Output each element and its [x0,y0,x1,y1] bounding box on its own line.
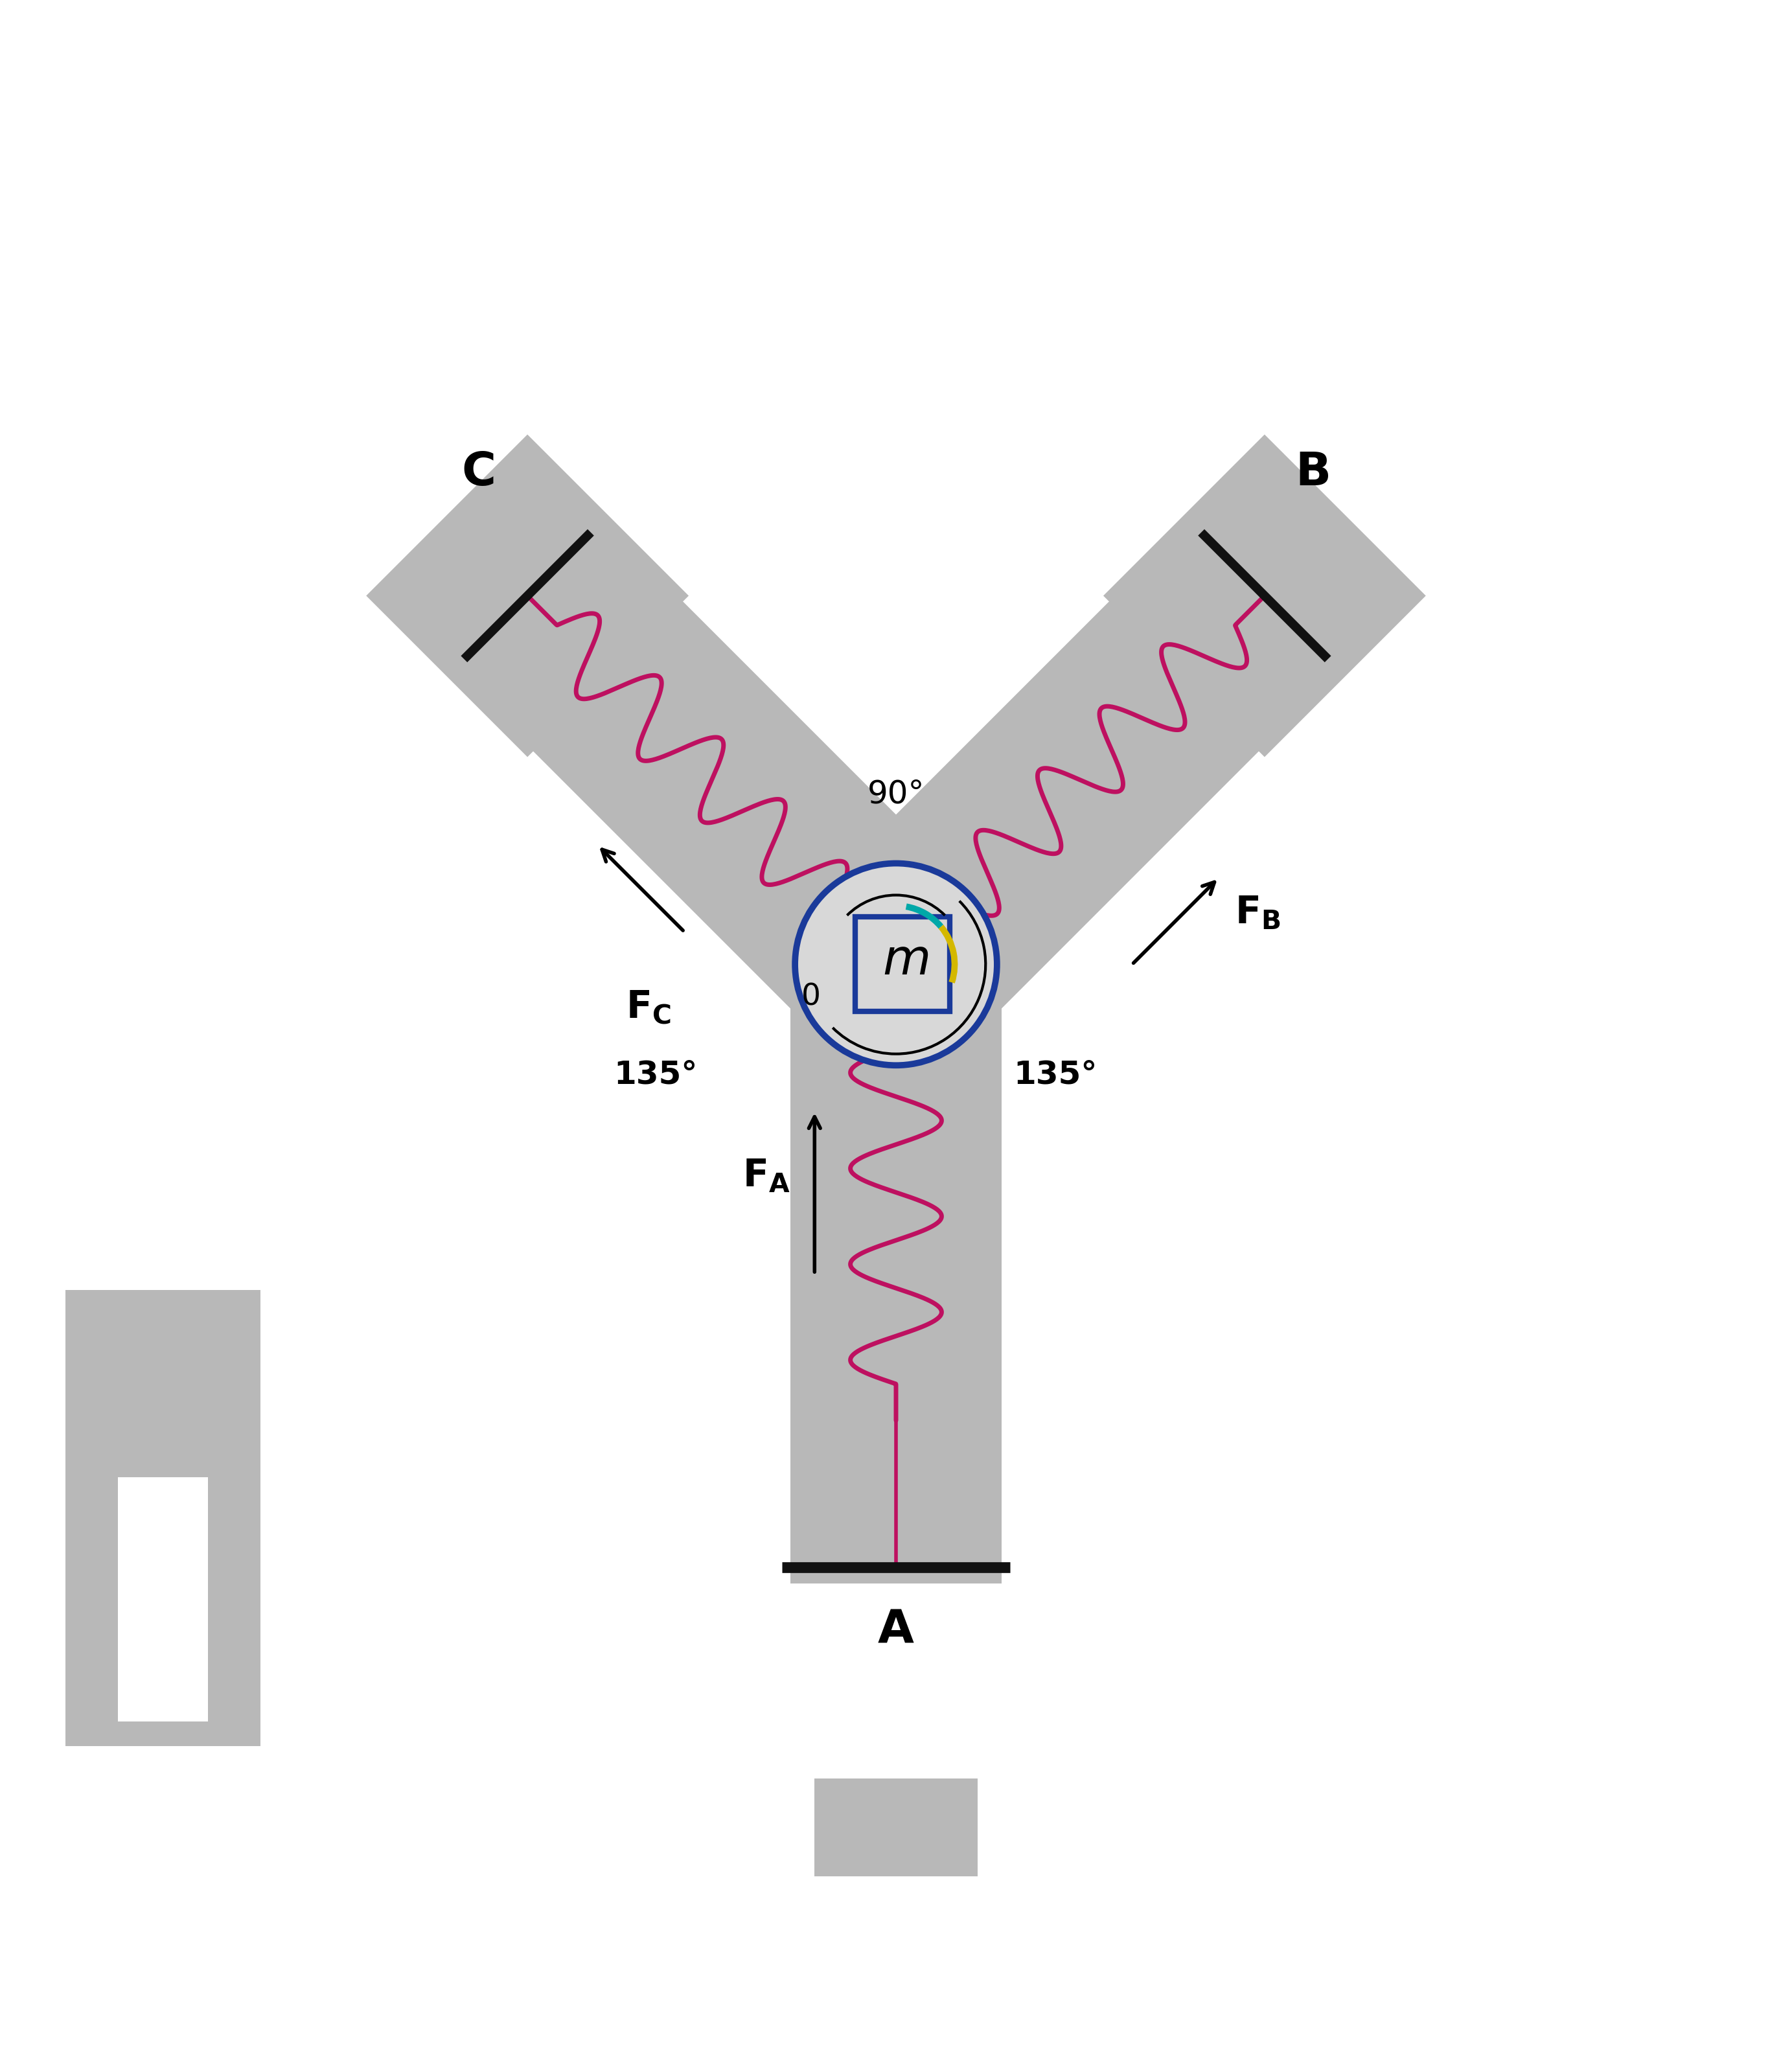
Text: B: B [1296,450,1331,495]
Text: $\mathbf{F_C}$: $\mathbf{F_C}$ [625,988,672,1026]
Bar [855,918,950,1011]
Polygon shape [821,520,1339,1040]
Text: 135°: 135° [1012,1059,1097,1090]
Polygon shape [118,1477,208,1722]
Text: 135°: 135° [613,1059,697,1090]
Text: $m$: $m$ [883,937,928,984]
Text: 0: 0 [801,982,821,1011]
Circle shape [796,864,996,1065]
Polygon shape [1104,435,1426,756]
Text: A: A [878,1608,914,1653]
Polygon shape [453,520,971,1040]
Text: $\mathbf{F_B}$: $\mathbf{F_B}$ [1235,895,1281,930]
Polygon shape [790,963,1002,1421]
Text: 90°: 90° [867,779,925,810]
Polygon shape [790,1421,1002,1583]
Text: $\mathbf{F_A}$: $\mathbf{F_A}$ [742,1158,790,1196]
Polygon shape [65,1291,262,1747]
Polygon shape [815,1778,977,1877]
Polygon shape [366,435,688,756]
Text: C: C [461,450,496,495]
